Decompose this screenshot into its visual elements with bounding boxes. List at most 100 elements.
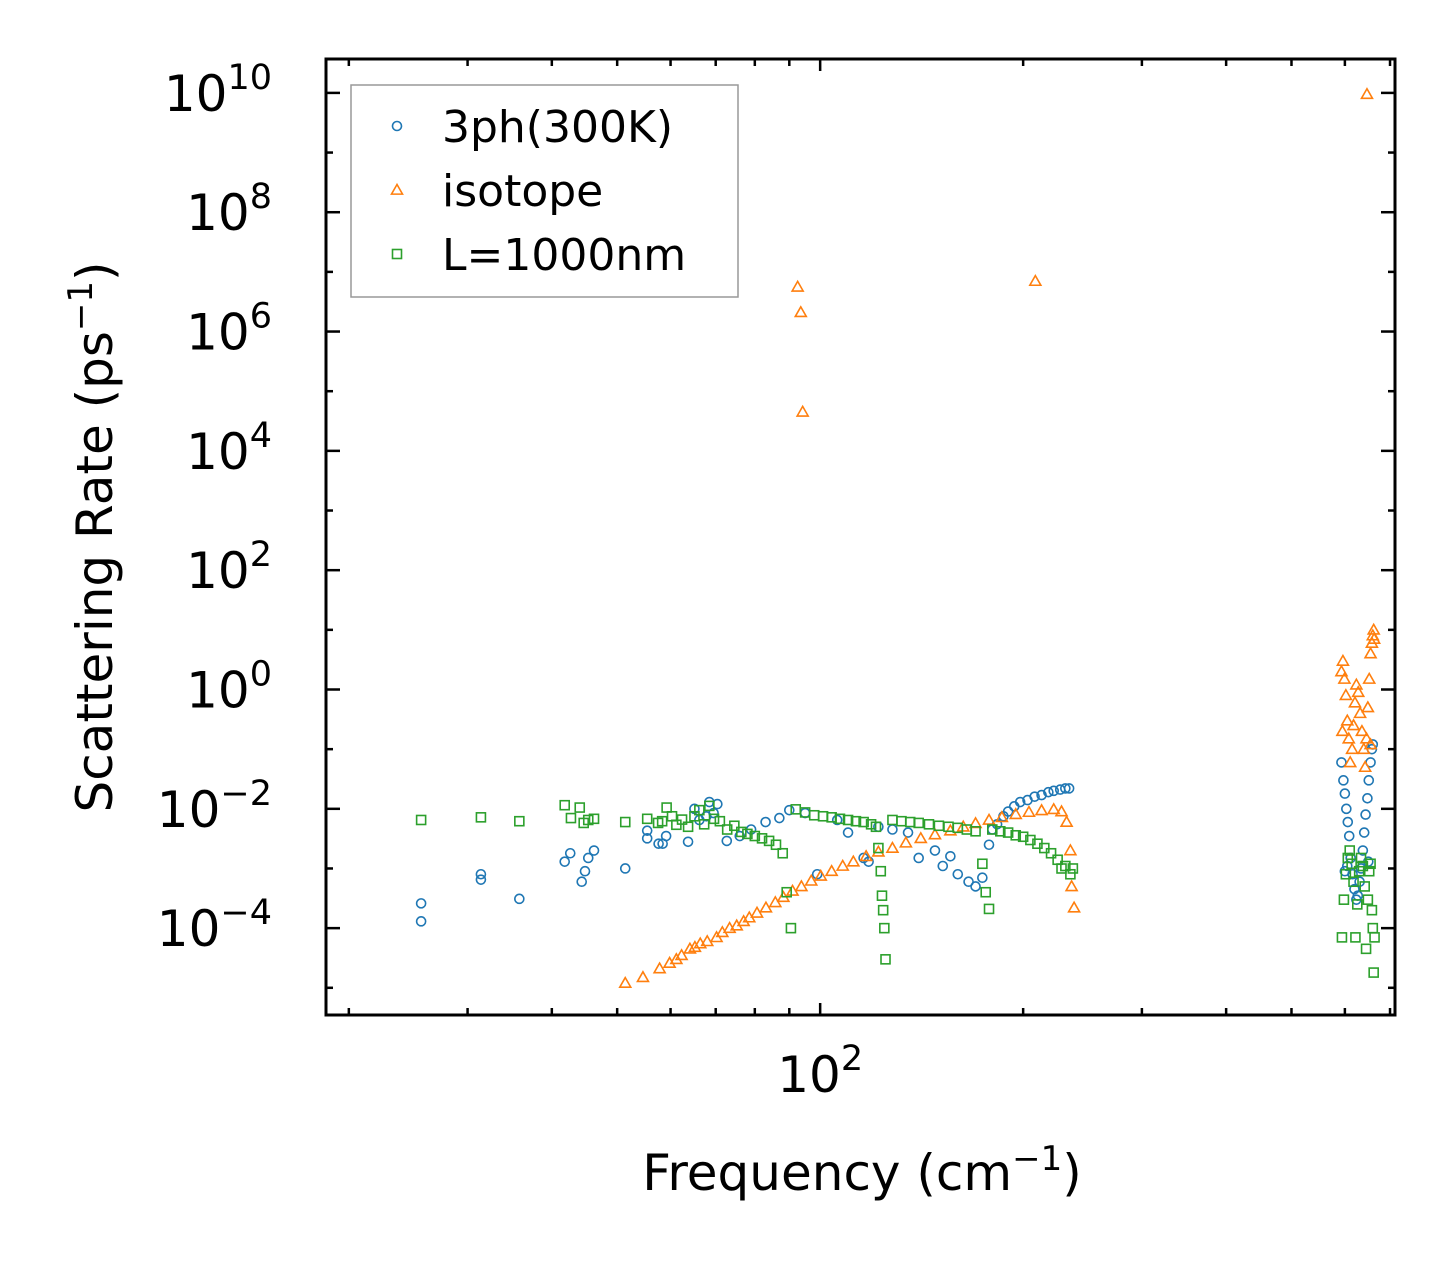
data-point xyxy=(1008,807,1023,820)
data-point xyxy=(928,827,942,840)
data-point xyxy=(977,858,988,870)
data-point xyxy=(913,817,924,829)
data-point xyxy=(641,833,653,844)
data-point xyxy=(817,810,829,822)
data-point xyxy=(641,813,653,825)
data-point xyxy=(653,838,664,850)
data-point xyxy=(669,952,684,965)
data-point xyxy=(1065,868,1076,880)
data-point xyxy=(986,824,998,835)
data-point xyxy=(666,810,678,822)
data-point xyxy=(804,873,819,886)
data-point xyxy=(1340,713,1355,726)
data-point xyxy=(846,854,861,867)
data-point xyxy=(574,802,586,813)
data-point xyxy=(1343,755,1358,768)
data-point xyxy=(565,812,577,824)
data-point xyxy=(963,876,974,888)
data-point xyxy=(1063,783,1075,794)
data-point xyxy=(1349,883,1360,895)
data-point xyxy=(824,864,839,877)
data-point xyxy=(729,820,740,832)
data-point xyxy=(475,874,487,885)
data-point xyxy=(956,819,971,832)
data-point xyxy=(876,890,888,901)
data-point xyxy=(1353,706,1367,719)
data-point xyxy=(983,839,995,851)
data-point xyxy=(700,934,715,947)
data-point xyxy=(977,872,988,884)
data-point xyxy=(1002,827,1014,838)
data-point xyxy=(559,856,571,867)
data-point xyxy=(1351,685,1366,698)
data-point xyxy=(770,839,782,851)
data-point xyxy=(1346,858,1357,870)
data-point xyxy=(475,812,487,823)
data-point xyxy=(1341,803,1352,815)
data-point xyxy=(415,916,427,927)
data-point xyxy=(896,815,907,827)
data-point xyxy=(887,824,898,835)
data-point xyxy=(708,813,720,825)
data-point xyxy=(688,940,702,953)
data-point xyxy=(885,840,900,853)
data-point xyxy=(1362,894,1374,905)
y-tick-label: 10−4 xyxy=(157,893,272,958)
data-point xyxy=(1349,677,1364,690)
data-point xyxy=(842,827,854,838)
data-point xyxy=(795,404,810,417)
data-point xyxy=(1363,775,1375,786)
data-point xyxy=(559,799,571,811)
data-point xyxy=(904,816,916,828)
data-point xyxy=(1338,775,1349,786)
data-point xyxy=(736,914,751,927)
legend-item: 3ph(300K) xyxy=(391,102,673,153)
data-point xyxy=(579,865,591,877)
data-point xyxy=(813,868,828,881)
series-2 xyxy=(415,799,1380,978)
data-point xyxy=(870,821,882,833)
data-point xyxy=(774,812,785,824)
data-point xyxy=(1365,858,1376,870)
data-point xyxy=(1002,806,1014,817)
data-point xyxy=(683,941,697,954)
data-point xyxy=(714,815,726,827)
data-point xyxy=(760,816,771,828)
data-point xyxy=(1336,932,1348,943)
data-point xyxy=(712,798,723,810)
data-point xyxy=(1358,827,1370,838)
data-point xyxy=(756,833,768,844)
axis-tick-labels: 1010 108 106 104 102 100 10−2 10−4 102 xyxy=(157,58,863,1104)
data-point xyxy=(514,815,525,827)
data-point xyxy=(1337,671,1352,684)
data-point xyxy=(995,825,1006,837)
data-point xyxy=(1367,922,1379,934)
data-point xyxy=(1059,814,1074,827)
data-point xyxy=(1336,757,1347,768)
data-point xyxy=(1043,786,1054,798)
data-point xyxy=(1338,688,1353,701)
data-point xyxy=(415,814,427,826)
data-point xyxy=(1368,967,1379,978)
legend-entries: 3ph(300K) isotope L=1000nm xyxy=(390,102,686,281)
data-point xyxy=(1017,831,1029,843)
data-point xyxy=(1335,724,1350,737)
data-point xyxy=(1362,671,1377,684)
data-point xyxy=(1338,894,1350,905)
y-tick-label: 1010 xyxy=(164,58,272,123)
data-point xyxy=(913,831,928,844)
data-point xyxy=(1360,87,1374,100)
data-point xyxy=(811,868,823,880)
data-point xyxy=(1334,664,1349,677)
data-point xyxy=(1064,879,1079,892)
data-point xyxy=(1359,881,1370,892)
data-point xyxy=(1344,845,1356,856)
data-point xyxy=(749,830,761,842)
y-tick-label: 104 xyxy=(186,416,272,481)
data-point xyxy=(1360,809,1371,820)
data-point xyxy=(1022,805,1036,818)
y-tick-label: 108 xyxy=(186,177,272,242)
data-point xyxy=(790,279,805,292)
data-point xyxy=(652,961,667,974)
